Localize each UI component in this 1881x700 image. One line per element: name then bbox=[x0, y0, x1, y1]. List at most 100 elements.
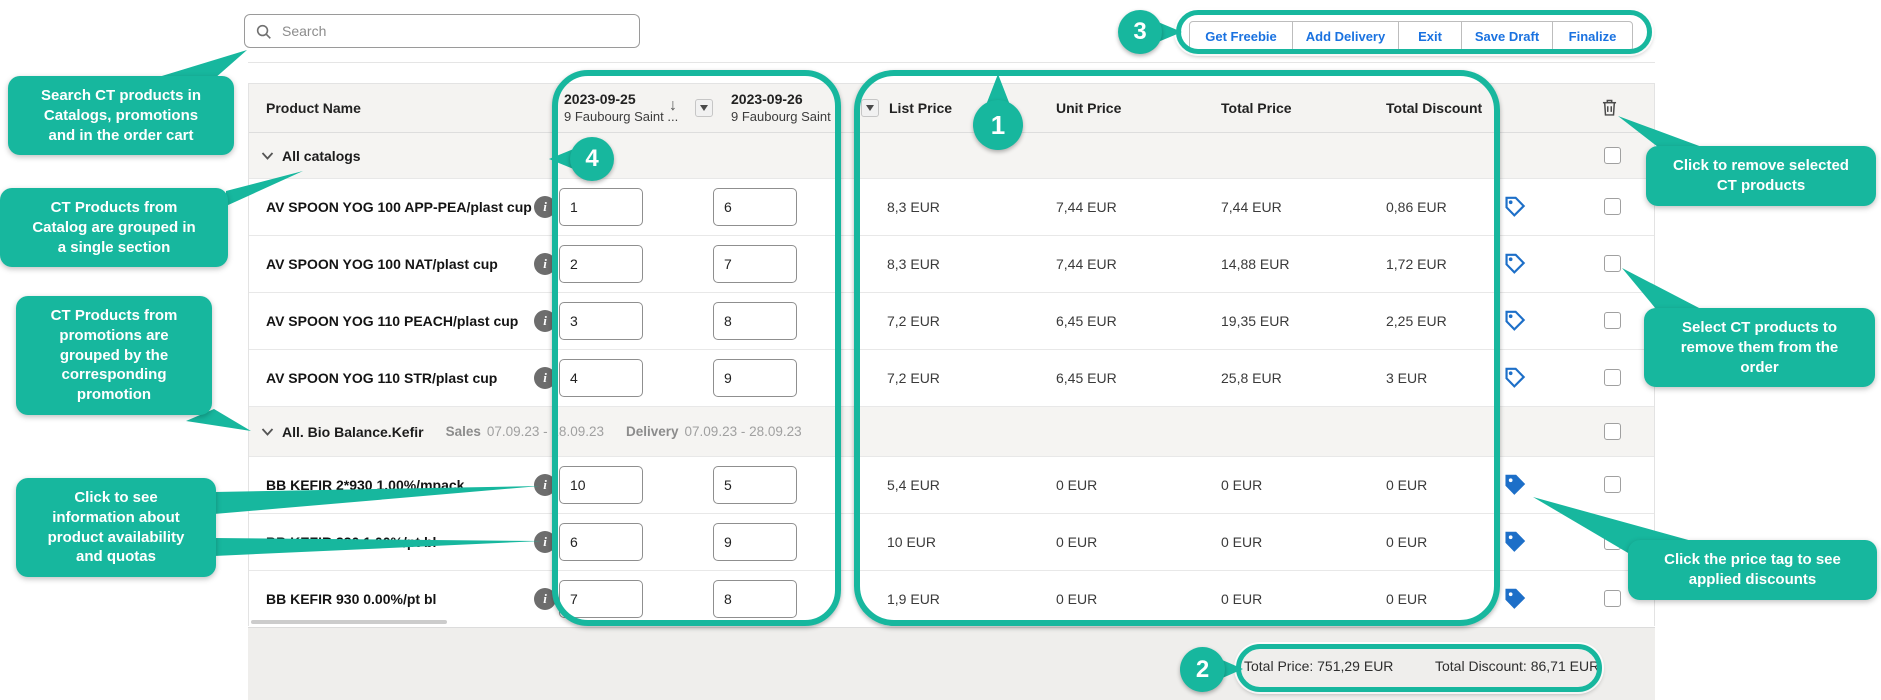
quantity-input-date1[interactable] bbox=[559, 302, 643, 340]
callout-catalog-group: CT Products from Catalog are grouped in … bbox=[0, 188, 228, 268]
exit-button[interactable]: Exit bbox=[1398, 21, 1462, 52]
delete-selected-icon[interactable] bbox=[1599, 97, 1621, 119]
quantity-input-date2[interactable] bbox=[713, 245, 797, 283]
price-tag-icon[interactable] bbox=[1502, 529, 1528, 555]
info-icon[interactable]: i bbox=[534, 367, 556, 389]
product-name: AV SPOON YOG 110 STR/plast cup bbox=[266, 370, 498, 386]
quantity-input-date1[interactable] bbox=[559, 466, 643, 504]
quantity-input-date2[interactable] bbox=[713, 523, 797, 561]
group-checkbox[interactable] bbox=[1604, 146, 1621, 164]
quantity-input-date1[interactable] bbox=[559, 523, 643, 561]
product-name: AV SPOON YOG 110 PEACH/plast cup bbox=[266, 313, 519, 329]
table-header: Product Name 2023-09-25 9 Faubourg Saint… bbox=[249, 84, 1654, 133]
callout-search: Search CT products in Catalogs, promotio… bbox=[8, 76, 234, 156]
table-body: All catalogs AV SPOON YOG 100 APP-PEA/pla… bbox=[249, 133, 1654, 628]
row-checkbox[interactable] bbox=[1604, 198, 1621, 215]
quantity-input-date1[interactable] bbox=[559, 245, 643, 283]
group-header-row: All catalogs bbox=[249, 133, 1654, 179]
chevron-down-icon[interactable] bbox=[261, 151, 274, 161]
add-delivery-button[interactable]: Add Delivery bbox=[1292, 21, 1399, 52]
total-discount-header: Total Discount bbox=[1386, 100, 1483, 116]
info-icon[interactable]: i bbox=[534, 310, 556, 332]
total-price-cell: 7,44 EUR bbox=[1221, 199, 1282, 215]
quantity-input-date2[interactable] bbox=[713, 580, 797, 618]
row-checkbox[interactable] bbox=[1604, 476, 1621, 493]
price-tag-icon[interactable] bbox=[1502, 194, 1528, 220]
total-discount-cell: 1,72 EUR bbox=[1386, 256, 1447, 272]
quantity-input-date2[interactable] bbox=[713, 302, 797, 340]
arrow-search-callout bbox=[152, 50, 247, 79]
delivery-label: Delivery bbox=[625, 424, 679, 439]
info-icon[interactable]: i bbox=[534, 474, 556, 496]
save-draft-button[interactable]: Save Draft bbox=[1461, 21, 1553, 52]
group-checkbox[interactable] bbox=[1604, 422, 1621, 440]
price-tag-icon[interactable] bbox=[1502, 251, 1528, 277]
price-tag-icon[interactable] bbox=[1502, 365, 1528, 391]
total-discount-cell: 0 EUR bbox=[1386, 477, 1428, 493]
list-price-cell: 5,4 EUR bbox=[887, 477, 940, 493]
date-column-1-header: 2023-09-25 9 Faubourg Saint ... bbox=[564, 90, 678, 126]
sort-descending-icon[interactable]: ↓ bbox=[669, 97, 677, 114]
callout-remove-selected: Click to remove selected CT products bbox=[1646, 146, 1876, 206]
search-input[interactable] bbox=[280, 22, 629, 40]
row-checkbox[interactable] bbox=[1604, 369, 1621, 386]
chevron-down-icon[interactable] bbox=[261, 427, 274, 437]
info-icon[interactable]: i bbox=[534, 253, 556, 275]
total-price-cell: 14,88 EUR bbox=[1221, 256, 1290, 272]
total-discount-label: Total Discount: bbox=[1435, 658, 1527, 674]
triangle-down-icon bbox=[700, 105, 708, 111]
quantity-input-date1[interactable] bbox=[559, 359, 643, 397]
price-tag-icon[interactable] bbox=[1502, 472, 1528, 498]
total-discount-cell: 0,86 EUR bbox=[1386, 199, 1447, 215]
info-icon[interactable]: i bbox=[534, 588, 556, 610]
total-price-cell: 19,35 EUR bbox=[1221, 313, 1290, 329]
quantity-input-date1[interactable] bbox=[559, 188, 643, 226]
get-freebie-button[interactable]: Get Freebie bbox=[1189, 21, 1293, 52]
total-price-cell: 25,8 EUR bbox=[1221, 370, 1282, 386]
unit-price-cell: 7,44 EUR bbox=[1056, 199, 1117, 215]
quantity-input-date2[interactable] bbox=[713, 359, 797, 397]
total-price-summary: Total Price: 751,29 EUR bbox=[1244, 658, 1393, 674]
product-name: BB KEFIR 2*930 1.00%/mpack bbox=[266, 477, 465, 493]
marker-3: 3 bbox=[1118, 10, 1162, 54]
row-checkbox[interactable] bbox=[1604, 533, 1621, 550]
finalize-button[interactable]: Finalize bbox=[1552, 21, 1633, 52]
date-1-dropdown-button[interactable] bbox=[695, 99, 713, 117]
unit-price-cell: 6,45 EUR bbox=[1056, 370, 1117, 386]
callout-select-products: Select CT products to remove them from t… bbox=[1644, 308, 1875, 388]
row-checkbox[interactable] bbox=[1604, 255, 1621, 272]
row-checkbox[interactable] bbox=[1604, 312, 1621, 329]
price-tag-icon[interactable] bbox=[1502, 586, 1528, 612]
search-icon bbox=[255, 23, 272, 40]
product-name: BB KEFIR 330 1.00%/pt bl bbox=[266, 534, 437, 550]
product-name-header: Product Name bbox=[266, 100, 361, 116]
total-discount-cell: 0 EUR bbox=[1386, 591, 1428, 607]
quantity-input-date1[interactable] bbox=[559, 580, 643, 618]
group-label: All. Bio Balance.Kefir bbox=[282, 423, 424, 440]
location-1: 9 Faubourg Saint ... bbox=[564, 109, 679, 124]
product-row: AV SPOON YOG 110 PEACH/plast cup i 7,2 EUR… bbox=[249, 293, 1654, 350]
product-name: BB KEFIR 930 0.00%/pt bl bbox=[266, 591, 437, 607]
product-row: AV SPOON YOG 110 STR/plast cup i 7,2 EUR 6,… bbox=[249, 350, 1654, 407]
horizontal-scrollbar[interactable] bbox=[251, 620, 447, 624]
row-checkbox[interactable] bbox=[1604, 590, 1621, 607]
search-box[interactable] bbox=[244, 14, 640, 48]
total-discount-cell: 0 EUR bbox=[1386, 534, 1428, 550]
callout-promotion-group: CT Products from promotions are grouped … bbox=[16, 296, 212, 415]
group-label: All catalogs bbox=[282, 147, 361, 164]
quantity-input-date2[interactable] bbox=[713, 188, 797, 226]
unit-price-header: Unit Price bbox=[1056, 100, 1122, 116]
info-icon[interactable]: i bbox=[534, 531, 556, 553]
unit-price-cell: 7,44 EUR bbox=[1056, 256, 1117, 272]
callout-product-info: Click to see information about product a… bbox=[16, 478, 216, 578]
info-icon[interactable]: i bbox=[534, 196, 556, 218]
unit-price-cell: 6,45 EUR bbox=[1056, 313, 1117, 329]
quantity-input-date2[interactable] bbox=[713, 466, 797, 504]
product-row: AV SPOON YOG 100 NAT/plast cup i 8,3 EUR 7,… bbox=[249, 236, 1654, 293]
total-price-cell: 0 EUR bbox=[1221, 591, 1263, 607]
unit-price-cell: 0 EUR bbox=[1056, 477, 1098, 493]
price-tag-icon[interactable] bbox=[1502, 308, 1528, 334]
date-2-dropdown-button[interactable] bbox=[861, 99, 879, 117]
